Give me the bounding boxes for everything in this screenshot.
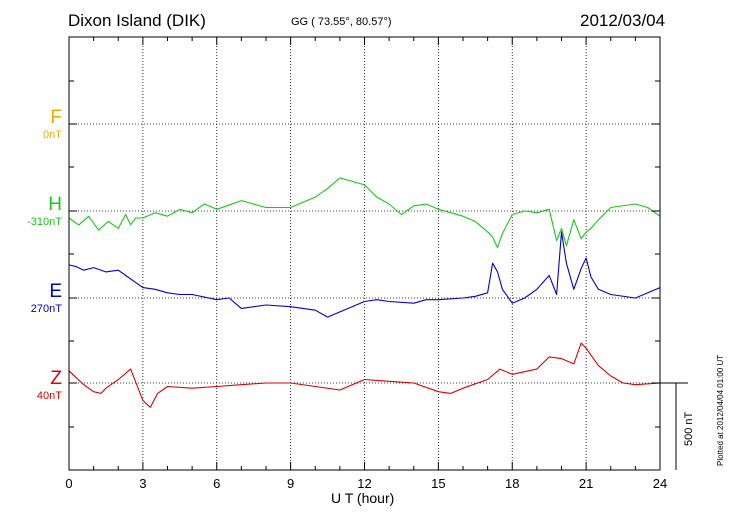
component-f-label: F 0nT [43, 108, 62, 142]
series-line-z [68, 342, 661, 408]
x-tick-label: 18 [505, 476, 519, 491]
x-tick-label: 9 [287, 476, 294, 491]
plotted-timestamp: Plotted at 2012/04/04 01:00 UT [716, 354, 725, 466]
component-letter: Z [50, 368, 62, 389]
series-line-h [68, 177, 661, 249]
component-e-label: E 270nT [31, 282, 62, 316]
grid-lines [69, 37, 660, 470]
x-tick-label: 12 [357, 476, 371, 491]
x-tick-label: 6 [213, 476, 220, 491]
x-tick-label: 15 [431, 476, 445, 491]
x-axis-label: U T (hour) [331, 490, 395, 506]
component-baseline: 270nT [30, 303, 62, 315]
component-baseline: 40nT [36, 390, 62, 402]
station-title: Dixon Island (DIK) [68, 11, 206, 30]
axis-ticks: 0 3 6 9 12 15 18 21 24 [65, 36, 667, 491]
component-baseline: -310nT [27, 216, 62, 228]
component-letter: E [49, 281, 62, 302]
scale-bar-label: 500 nT [683, 411, 695, 446]
series-lines [68, 177, 661, 408]
geographic-coords: GG ( 73.55°, 80.57°) [291, 16, 392, 28]
x-tick-label: 21 [579, 476, 593, 491]
x-tick-label: 3 [139, 476, 146, 491]
component-h-label: H -310nT [27, 195, 62, 229]
x-tick-label: 24 [653, 476, 667, 491]
scale-bar [660, 382, 688, 470]
series-line-e [68, 231, 661, 318]
x-tick-label: 0 [65, 476, 72, 491]
plot-date: 2012/03/04 [580, 11, 666, 30]
component-baseline: 0nT [43, 129, 62, 141]
component-z-label: Z 40nT [37, 369, 62, 403]
component-letter: H [48, 194, 62, 215]
component-letter: F [50, 107, 62, 128]
